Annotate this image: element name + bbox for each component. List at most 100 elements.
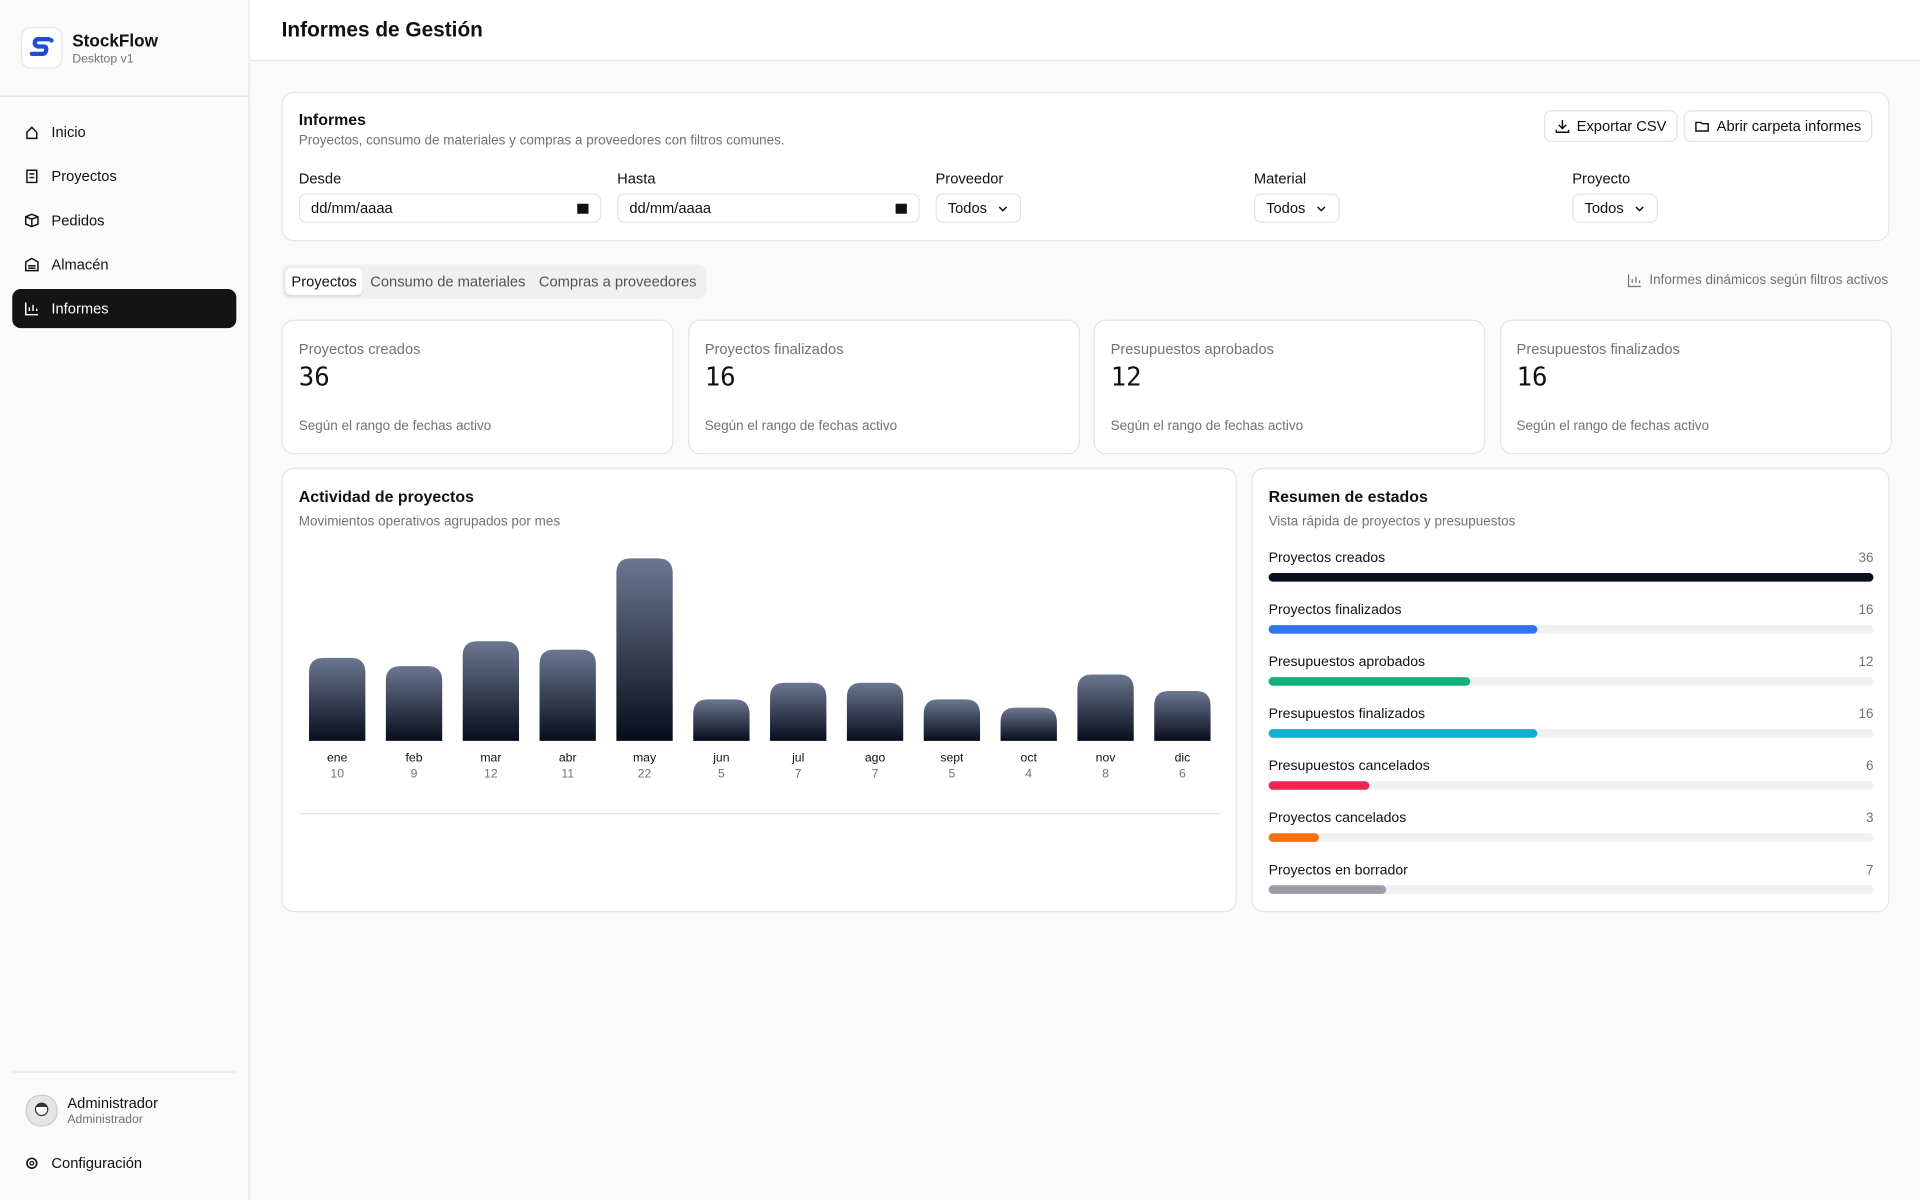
chart-subtitle: Vista rápida de proyectos y presupuestos — [1268, 514, 1516, 529]
open-folder-button[interactable]: Abrir carpeta informes — [1683, 110, 1873, 143]
kpi-label: Presupuestos aprobados — [1110, 340, 1275, 358]
field-label: Desde — [298, 170, 342, 188]
icon-path — [26, 169, 38, 184]
icon — [1627, 274, 1641, 288]
x-tick-label: nov — [1096, 751, 1117, 765]
tab[interactable]: Proyectos — [285, 268, 363, 296]
nav-item[interactable]: Inicio — [12, 113, 236, 152]
track — [1268, 885, 1874, 894]
x-tick-label: ago — [865, 751, 886, 765]
field-label: Material — [1253, 170, 1307, 188]
nav-label: Inicio — [51, 123, 86, 141]
bar — [923, 699, 981, 741]
nav-label: Pedidos — [51, 211, 105, 229]
nav-label: Proyectos — [51, 167, 117, 185]
field-value: Todos — [1266, 199, 1306, 217]
field-label: Proveedor — [935, 170, 1004, 188]
main: Informes de Gestión Informes Proyectos, … — [249, 0, 1920, 1200]
nav-item[interactable]: Informes — [12, 288, 237, 329]
kpi-value: 16 — [1516, 362, 1548, 392]
kpi-caption: Según el rango de fechas activo — [298, 418, 492, 434]
icon — [998, 206, 1008, 212]
field-value: dd/mm/aaaa — [629, 199, 712, 217]
field-value: Todos — [1584, 199, 1624, 217]
settings-label: Configuración — [51, 1154, 143, 1172]
value-label: 16 — [1859, 706, 1874, 721]
status-label: Presupuestos aprobados — [1269, 653, 1426, 669]
field-value: dd/mm/aaaa — [311, 199, 393, 217]
icon — [577, 203, 589, 214]
x-tick-label: dic — [1175, 751, 1191, 765]
value-label: 7 — [1866, 862, 1873, 877]
summary-card: Resumen de estados Vista rápida de proye… — [1251, 467, 1890, 913]
x-tick-label: oct — [1021, 751, 1038, 765]
bar — [1268, 625, 1538, 634]
icon — [1635, 206, 1644, 212]
kpi-label: Proyectos finalizados — [704, 340, 844, 358]
nav-item[interactable]: Pedidos — [12, 201, 236, 240]
divider — [0, 95, 249, 97]
select[interactable]: Todos — [935, 193, 1022, 223]
icon-path — [26, 126, 38, 140]
avatar — [25, 1094, 58, 1127]
bar — [770, 682, 827, 741]
value-label: 4 — [1025, 767, 1032, 781]
note-text: Informes dinámicos según filtros activos — [1649, 273, 1889, 288]
tab[interactable]: Consumo de materiales — [370, 273, 526, 291]
bar — [846, 682, 904, 741]
app-name: StockFlow — [72, 30, 158, 51]
bar — [1000, 707, 1057, 741]
nav-item[interactable]: Almacén — [12, 245, 236, 284]
field-label: Hasta — [617, 170, 656, 188]
bar — [616, 558, 673, 741]
settings-link[interactable]: Configuración — [12, 1144, 236, 1183]
select[interactable]: Todos — [1572, 193, 1658, 223]
bar — [693, 699, 750, 741]
status-label: Proyectos cancelados — [1269, 809, 1407, 825]
date-input[interactable]: dd/mm/aaaa — [617, 193, 920, 223]
kpi-caption: Según el rango de fechas activo — [1110, 418, 1304, 434]
select[interactable]: Todos — [1253, 193, 1340, 223]
value-label: 7 — [795, 767, 802, 781]
tab[interactable]: Compras a proveedores — [538, 273, 697, 291]
filters-panel: Informes Proyectos, consumo de materiale… — [281, 91, 1890, 242]
nav-item[interactable]: Proyectos — [12, 157, 236, 196]
bar — [1268, 781, 1370, 790]
icon-path — [895, 203, 907, 214]
x-tick-label: ene — [327, 751, 348, 765]
bar — [1077, 674, 1134, 741]
export-button[interactable]: Exportar CSV — [1543, 110, 1678, 143]
chart-title: Resumen de estados — [1268, 487, 1428, 506]
value-label: 8 — [1102, 767, 1109, 781]
field-value: Todos — [947, 199, 987, 217]
icon-path — [24, 257, 39, 272]
bar — [309, 657, 366, 741]
field-label: Proyecto — [1572, 170, 1631, 188]
x-tick-label: feb — [406, 751, 423, 765]
x-tick-label: abr — [559, 751, 577, 765]
header: Informes de Gestión — [249, 0, 1920, 62]
logo-icon — [29, 37, 54, 57]
value-label: 12 — [1859, 654, 1874, 669]
icon — [1317, 206, 1326, 212]
icon-path — [998, 206, 1008, 212]
tabs-note: Informes dinámicos según filtros activos — [1627, 273, 1888, 288]
status-label: Presupuestos cancelados — [1269, 757, 1430, 773]
logo — [20, 26, 63, 69]
value-label: 11 — [561, 767, 574, 781]
icon — [895, 203, 907, 214]
bar-chart: ene 10 feb 9 mar 12 abr 11 may 22 jun 5 jul 7 ago 7 sept… — [298, 558, 1221, 815]
date-input[interactable]: dd/mm/aaaa — [298, 193, 602, 223]
icon — [1555, 120, 1569, 133]
value-label: 22 — [638, 767, 652, 781]
chart-subtitle: Movimientos operativos agrupados por mes — [298, 514, 561, 529]
kpi-card: Presupuestos finalizados 16 Según el rango… — [1499, 319, 1892, 455]
value-label: 5 — [948, 767, 955, 781]
kpi-card: Presupuestos aprobados 12 Según el rango d… — [1093, 319, 1486, 455]
x-tick-label: may — [633, 751, 657, 765]
icon-path — [24, 302, 38, 316]
icon — [26, 126, 38, 140]
nav-label: Almacén — [51, 255, 109, 274]
x-tick-label: jul — [791, 751, 804, 765]
